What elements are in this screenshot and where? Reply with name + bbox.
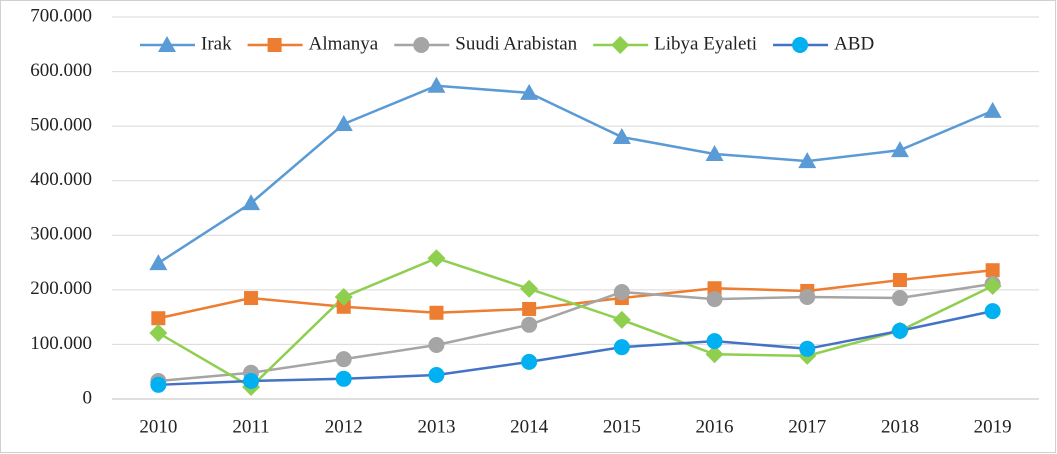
y-tick-label: 600.000 [30,60,92,81]
x-tick-label: 2016 [696,416,734,437]
marker [892,273,907,288]
marker [334,287,353,306]
marker [244,291,259,306]
legend-label: ABD [834,33,874,54]
marker [799,288,816,305]
legend-marker [158,36,176,52]
marker [705,144,724,161]
marker [150,376,167,393]
y-tick-label: 700.000 [30,5,92,26]
marker [520,83,539,100]
legend-marker [413,37,430,53]
marker [613,339,630,356]
marker [891,322,908,339]
marker [890,141,909,158]
marker [983,277,1002,296]
x-tick-label: 2015 [603,416,641,437]
marker [243,372,260,389]
y-tick-label: 0 [83,387,93,408]
marker [151,311,166,326]
x-tick-label: 2019 [974,416,1012,437]
legend-marker [611,36,630,54]
marker [428,336,445,353]
marker [149,254,168,271]
marker [983,101,1002,118]
marker [334,114,353,131]
y-tick-label: 100.000 [30,333,92,354]
x-tick-label: 2013 [417,416,455,437]
marker [520,279,539,298]
marker [521,353,538,370]
marker [336,299,351,314]
legend-label: Irak [201,33,232,54]
marker [335,351,352,368]
series-line [157,84,994,265]
x-tick-label: 2017 [788,416,826,437]
marker [984,303,1001,320]
series-line [158,282,993,383]
marker [799,340,816,357]
marker [429,305,444,320]
y-tick-label: 300.000 [30,224,92,245]
marker [149,323,168,342]
marker [521,316,538,333]
marker [612,310,631,329]
marker [612,128,631,145]
legend-marker [267,38,282,52]
marker [522,301,537,316]
marker [242,194,261,211]
x-tick-label: 2010 [139,416,177,437]
x-tick-label: 2014 [510,416,549,437]
x-tick-label: 2012 [325,416,363,437]
marker [985,263,1000,278]
legend-label: Libya Eyaleti [654,33,757,54]
marker [705,345,724,364]
legend-label: Almanya [309,33,379,54]
y-tick-label: 400.000 [30,169,92,190]
marker [613,284,630,301]
legend-marker [792,37,809,53]
x-tick-label: 2018 [881,416,919,437]
marker [428,366,445,383]
marker [706,333,723,350]
marker [335,370,352,387]
marker [706,291,723,308]
marker [891,290,908,307]
y-tick-label: 200.000 [30,278,92,299]
marker [707,281,722,296]
series-line [157,256,994,389]
legend-label: Suudi Arabistan [455,33,577,54]
marker [427,76,446,93]
x-tick-label: 2011 [232,416,269,437]
marker [798,152,817,169]
marker [427,249,446,268]
y-tick-label: 500.000 [30,115,92,136]
series-line [158,309,993,387]
